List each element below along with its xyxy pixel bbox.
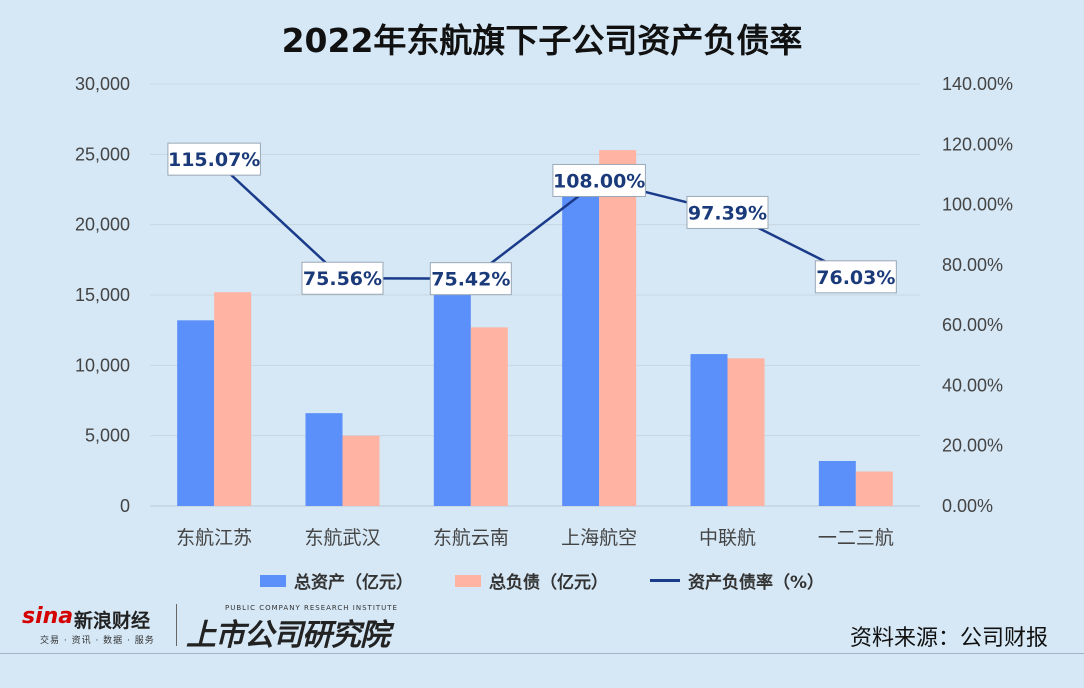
y-left-tick-label: 10,000 [75, 355, 130, 375]
legend-label-ratio: 资产负债率（%） [687, 573, 825, 593]
y-right-tick-label: 140.00% [942, 74, 1013, 94]
sina-logo-cn: 新浪财经 [74, 610, 151, 632]
ratio-data-label: 76.03% [816, 267, 895, 289]
y-left-tick-label: 15,000 [75, 285, 130, 305]
y-right-tick-label: 0.00% [942, 496, 993, 516]
ratio-data-label: 97.39% [688, 202, 767, 224]
ratio-label-box [552, 163, 646, 197]
ratio-label-box [301, 261, 384, 295]
bar-assets [690, 354, 728, 506]
bar-assets [177, 320, 215, 506]
y-right-tick-label: 60.00% [942, 315, 1003, 335]
legend-swatch-ratio [649, 579, 680, 582]
x-tick-label: 东航江苏 [176, 527, 252, 549]
bar-liabilities [599, 150, 637, 506]
source-note: 资料来源：公司财报 [849, 626, 1048, 651]
y-left-tick-label: 25,000 [75, 144, 130, 164]
legend-swatch-liabilities [454, 574, 481, 587]
legend-item-liabilities: 总负债（亿元） [454, 568, 608, 593]
ratio-data-label: 75.42% [431, 269, 510, 291]
legend: 总资产（亿元） 总负债（亿元） 资产负债率（%） [0, 568, 1084, 593]
y-right-tick-label: 40.00% [942, 375, 1003, 395]
y-left-tick-label: 5,000 [85, 426, 130, 446]
x-tick-label: 东航云南 [433, 527, 509, 549]
y-right-tick-label: 20.00% [942, 436, 1003, 456]
logo-divider [176, 604, 177, 646]
ratio-label-box [429, 262, 512, 296]
legend-label-assets: 总资产（亿元） [293, 573, 413, 593]
brand-logo-en: PUBLIC COMPANY RESEARCH INSTITUTE [225, 604, 398, 612]
bar-liabilities [214, 292, 252, 506]
legend-label-liabilities: 总负债（亿元） [488, 573, 608, 593]
x-tick-label: 中联航 [699, 527, 756, 549]
bar-assets [562, 196, 600, 507]
y-left-tick-label: 30,000 [75, 74, 130, 94]
y-right-tick-label: 100.00% [942, 195, 1013, 215]
ratio-data-label: 115.07% [168, 149, 260, 171]
x-tick-label: 东航武汉 [304, 527, 380, 549]
ratio-data-label: 75.56% [303, 268, 382, 290]
bar-assets [433, 269, 471, 506]
ratio-label-box [814, 260, 897, 294]
sina-logo-sub: 交易 · 资讯 · 数据 · 服务 [40, 636, 155, 646]
bar-assets [818, 460, 856, 506]
bar-liabilities [470, 327, 508, 506]
x-tick-label: 一二三航 [818, 527, 894, 549]
sina-logo: sina [22, 604, 74, 629]
footer-divider [0, 653, 1084, 654]
bar-assets [305, 413, 343, 506]
bar-liabilities [342, 435, 380, 506]
y-left-tick-label: 0 [120, 496, 130, 516]
chart-title: 2022年东航旗下子公司资产负债率 [281, 21, 803, 60]
ratio-label-box [686, 195, 769, 229]
y-right-tick-label: 120.00% [942, 134, 1013, 154]
ratio-label-box [167, 142, 261, 176]
legend-item-assets: 总资产（亿元） [259, 568, 413, 593]
bar-liabilities [855, 471, 893, 506]
legend-item-ratio: 资产负债率（%） [649, 568, 825, 593]
y-left-tick-label: 20,000 [75, 215, 130, 235]
bar-liabilities [727, 358, 765, 506]
ratio-data-label: 108.00% [553, 170, 645, 192]
brand-logo: 上市公司研究院 [186, 618, 390, 653]
legend-swatch-assets [259, 574, 286, 587]
x-tick-label: 上海航空 [561, 527, 637, 549]
y-right-tick-label: 80.00% [942, 255, 1003, 275]
